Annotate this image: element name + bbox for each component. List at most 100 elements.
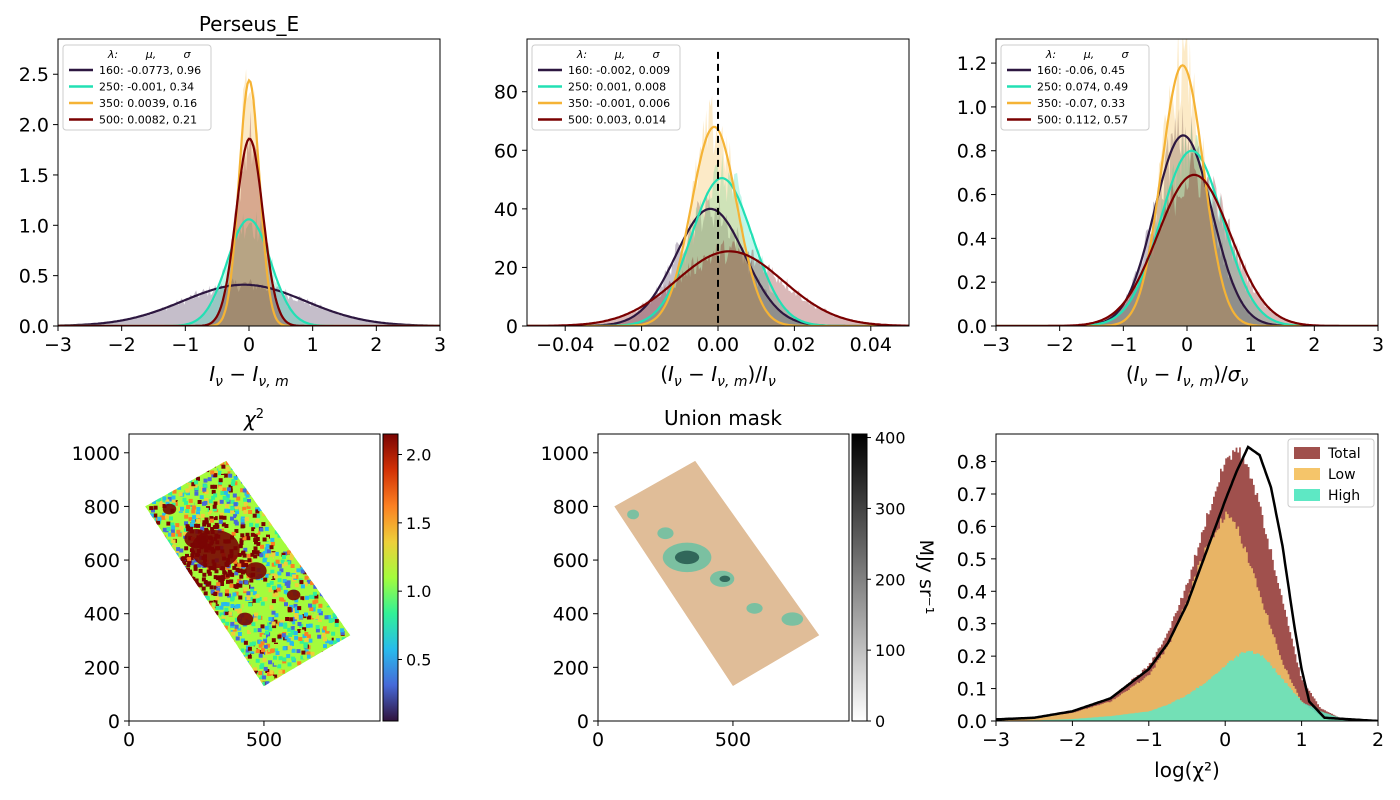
map-pixel: [190, 579, 195, 583]
map-pixel: [314, 550, 319, 555]
map-pixel: [145, 683, 148, 687]
map-pixel: [313, 547, 318, 552]
map-pixel: [355, 574, 359, 578]
map-pixel: [355, 609, 359, 613]
map-pixel: [296, 499, 301, 504]
map-pixel: [352, 583, 356, 587]
map-pixel: [335, 678, 340, 683]
plot-area: [527, 51, 909, 326]
map-pixel: [177, 462, 182, 467]
map-pixel: [352, 563, 356, 567]
map-pixel: [328, 609, 333, 614]
map-pixel: [222, 515, 227, 520]
map-pixel: [265, 562, 270, 567]
map-pixel: [196, 507, 201, 511]
map-pixel: [177, 558, 182, 562]
map-pixel: [271, 610, 276, 615]
map-pixel: [203, 658, 208, 663]
map-pixel: [197, 500, 202, 504]
map-pixel: [145, 609, 149, 614]
map-pixel: [145, 579, 146, 584]
map-pixel: [289, 689, 293, 693]
map-pixel: [168, 671, 173, 676]
map-pixel: [271, 504, 276, 509]
map-pixel: [190, 471, 195, 476]
map-pixel: [318, 611, 323, 615]
map-pixel: [173, 483, 177, 488]
map-pixel: [304, 674, 309, 679]
map-pixel: [322, 593, 327, 598]
map-pixel: [342, 523, 347, 528]
map-pixel: [273, 471, 278, 476]
map-pixel: [187, 632, 192, 637]
map-pixel: [207, 688, 211, 692]
map-pixel: [145, 529, 147, 534]
map-pixel: [195, 608, 200, 613]
map-pixel: [352, 567, 356, 571]
map-pixel: [283, 589, 288, 594]
map-pixel: [225, 589, 229, 594]
map-pixel: [296, 568, 301, 573]
map-pixel: [233, 622, 238, 627]
map-pixel: [168, 605, 173, 610]
map-pixel: [323, 583, 328, 588]
map-pixel: [212, 463, 216, 468]
map-pixel: [302, 606, 307, 611]
y-tick-label: 0.4: [957, 581, 987, 603]
map-pixel: [204, 649, 209, 654]
hist-high: [996, 650, 1378, 721]
map-pixel: [191, 590, 196, 595]
map-pixel: [320, 506, 325, 511]
map-pixel: [304, 632, 309, 636]
map-pixel: [330, 646, 335, 651]
map-pixel: [191, 482, 196, 487]
map-pixel: [349, 468, 351, 473]
map-pixel: [321, 651, 326, 656]
map-pixel: [343, 529, 348, 534]
map-pixel: [268, 616, 273, 621]
map-pixel: [181, 591, 186, 596]
legend-header-sigma: σ: [184, 48, 192, 61]
map-pixel: [326, 487, 331, 492]
map-pixel: [178, 667, 183, 672]
map-pixel: [292, 491, 297, 496]
map-pixel: [351, 551, 355, 555]
map-pixel: [230, 509, 235, 514]
colorbar-2-label: MJy sr⁻¹: [915, 540, 937, 615]
map-pixel: [317, 682, 322, 687]
map-pixel: [277, 571, 282, 576]
map-pixel: [234, 624, 239, 629]
map-pixel: [266, 549, 271, 554]
map-pixel: [350, 675, 354, 679]
map-pixel: [279, 568, 284, 573]
map-pixel: [205, 618, 209, 623]
hist-160: [58, 278, 440, 326]
map-pixel: [351, 645, 355, 649]
map-pixel: [345, 497, 350, 502]
map-pixel: [209, 518, 214, 523]
map-pixel: [268, 556, 273, 561]
map-pixel: [311, 469, 316, 473]
map-pixel: [201, 644, 206, 649]
map-pixel: [345, 461, 350, 466]
map-pixel: [223, 511, 228, 516]
map-pixel: [332, 678, 337, 683]
map-pixel: [281, 677, 286, 681]
map-pixel: [253, 538, 258, 542]
map-pixel: [181, 639, 186, 644]
map-pixel: [151, 487, 156, 492]
map-pixel: [345, 497, 349, 502]
map-pixel: [233, 679, 238, 684]
map-pixel: [250, 492, 255, 496]
map-pixel: [306, 634, 311, 639]
map-pixel: [277, 578, 282, 583]
map-pixel: [174, 633, 179, 638]
map-pixel: [317, 617, 322, 622]
map-pixel: [316, 667, 321, 672]
map-pixel: [166, 521, 171, 526]
map-pixel: [246, 662, 251, 667]
map-pixel: [210, 622, 215, 627]
map-pixel: [251, 622, 256, 627]
map-pixel: [328, 569, 333, 574]
map-pixel: [265, 483, 269, 488]
